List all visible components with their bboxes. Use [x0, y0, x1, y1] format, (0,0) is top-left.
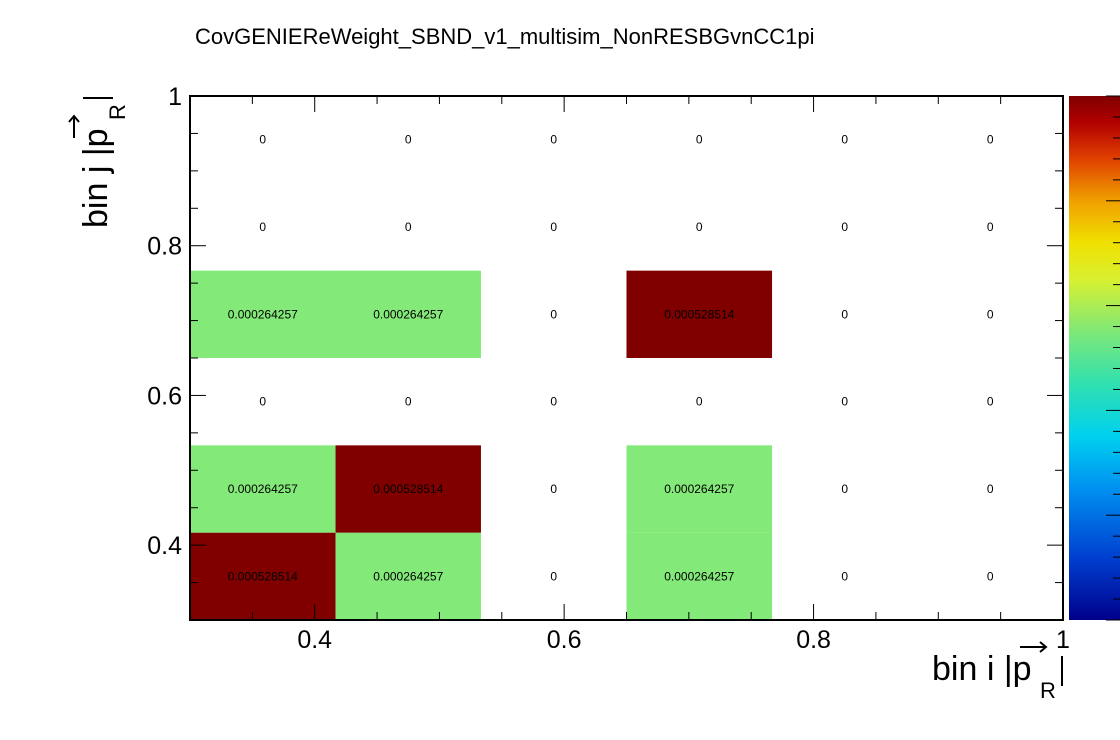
cell-value-label: 0.000264257	[664, 569, 734, 583]
heatmap-cell	[335, 270, 481, 358]
x-tick-label: 0.8	[796, 626, 831, 654]
cell-value-label: 0.000264257	[228, 482, 298, 496]
cell-value-label: 0	[987, 133, 994, 147]
cell-value-label: 0	[841, 482, 848, 496]
cell-value-label: 0	[987, 395, 994, 409]
cell-value-label: 0	[550, 220, 557, 234]
cell-value-label: 0	[696, 220, 703, 234]
cell-value-label: 0	[987, 569, 994, 583]
x-tick-label: 1	[1056, 626, 1070, 654]
heatmap-cell	[626, 270, 773, 358]
cell-value-label: 0	[550, 395, 557, 409]
heatmap-cells	[190, 270, 773, 620]
y-tick-label: 1	[168, 83, 182, 111]
y-tick-label: 0.6	[147, 382, 182, 410]
cell-value-label: 0	[841, 395, 848, 409]
cell-value-label: 0	[696, 395, 703, 409]
cell-value-label: 0	[987, 307, 994, 321]
x-axis-label: bin i |p	[932, 650, 1032, 688]
cell-value-label: 0	[841, 569, 848, 583]
cell-value-label: 0.000528514	[228, 569, 298, 583]
cell-value-label: 0	[405, 395, 412, 409]
axis-ticks: 0.4 0.6 0.8 1 0.4 0.6 0.8 1	[147, 83, 1070, 654]
cell-value-label: 0	[550, 133, 557, 147]
heatmap-cell	[190, 270, 336, 358]
cell-value-label: 0.000264257	[373, 569, 443, 583]
chart-title: CovGENIEReWeight_SBND_v1_multisim_NonRES…	[195, 24, 815, 49]
heatmap-cell	[626, 532, 773, 620]
cell-value-label: 0.000264257	[664, 482, 734, 496]
x-tick-label: 0.4	[297, 626, 332, 654]
cell-value-label: 0	[259, 395, 266, 409]
cell-value-label: 0	[259, 220, 266, 234]
color-scale-bar	[1069, 96, 1120, 620]
cell-value-label: 0	[550, 569, 557, 583]
heatmap-cell	[190, 532, 336, 620]
heatmap-cell	[626, 445, 773, 533]
cell-value-label: 0	[550, 307, 557, 321]
cell-value-label: 0	[987, 482, 994, 496]
cell-value-label: 0.000528514	[664, 307, 734, 321]
x-tick-label: 0.6	[547, 626, 582, 654]
color-scale-ticks	[1106, 95, 1120, 621]
cell-value-labels: 0.000528514 0.000264257 0 0.000264257 0 0 0.00…	[228, 133, 994, 584]
cell-value-label: 0	[841, 307, 848, 321]
y-axis-label: bin j |p	[77, 128, 115, 228]
y-axis-label-subscript: R	[105, 104, 130, 120]
y-tick-label: 0.8	[147, 233, 182, 261]
cell-value-label: 0	[550, 482, 557, 496]
cell-value-label: 0	[987, 220, 994, 234]
x-axis-label-subscript: R	[1040, 678, 1056, 703]
heatmap-cell	[190, 445, 336, 533]
cell-value-label: 0	[259, 133, 266, 147]
cell-value-label: 0.000528514	[373, 482, 443, 496]
y-axis-title: bin j |p R	[68, 97, 130, 228]
cell-value-label: 0	[405, 133, 412, 147]
cell-value-label: 0	[696, 133, 703, 147]
cell-value-label: 0	[841, 133, 848, 147]
y-tick-label: 0.4	[147, 532, 182, 560]
heatmap-cell	[335, 445, 481, 533]
cell-value-label: 0	[841, 220, 848, 234]
cell-value-label: 0.000264257	[228, 307, 298, 321]
cell-value-label: 0	[405, 220, 412, 234]
cell-value-label: 0.000264257	[373, 307, 443, 321]
heatmap-cell	[335, 532, 481, 620]
x-axis-title: bin i |p R	[932, 641, 1063, 703]
